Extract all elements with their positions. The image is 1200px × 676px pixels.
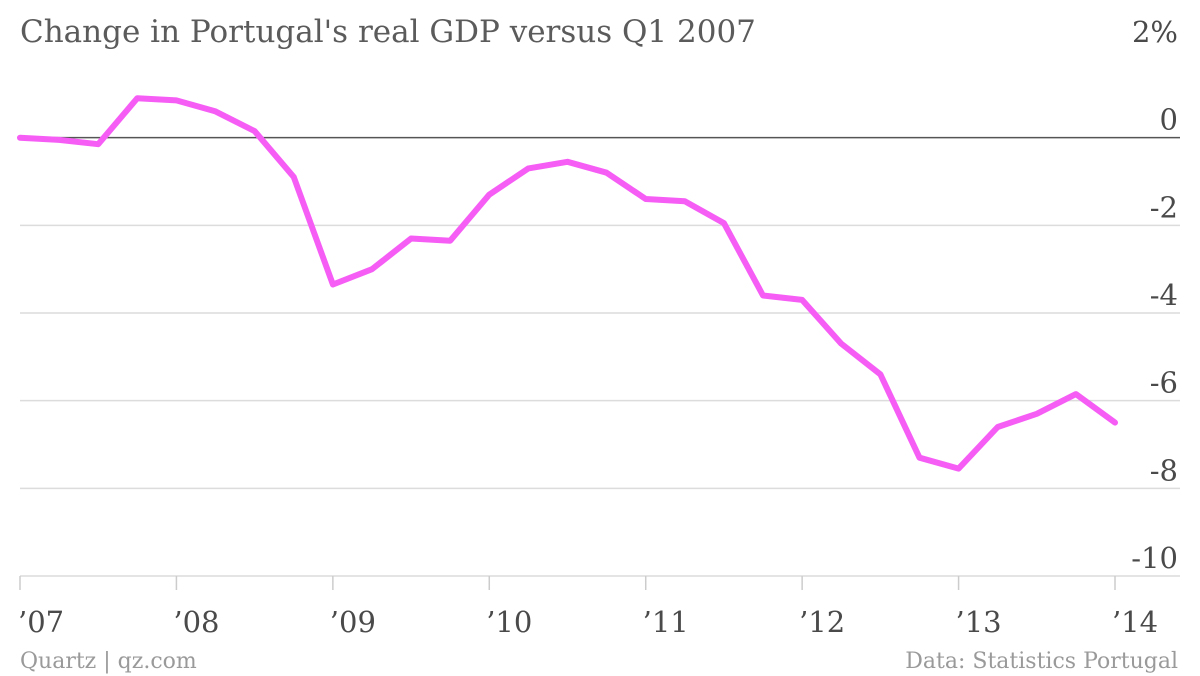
y-tick-label: -2 — [1150, 190, 1178, 224]
series-layer — [17, 95, 1118, 472]
grid-layer — [20, 136, 1180, 577]
x-axis-ticks: ’07 ’08 ’09 ’10 ’11 ’12 ’13 ’14 — [18, 576, 1158, 639]
x-tick-label: ’14 — [1112, 605, 1158, 639]
y-tick-label: -4 — [1150, 278, 1178, 312]
y-tick-label: -6 — [1150, 366, 1178, 400]
y-tick-label: 2% — [1132, 15, 1178, 49]
credit-text: Quartz | qz.com — [20, 649, 197, 674]
series-line — [17, 95, 1118, 472]
chart-title: Change in Portugal's real GDP versus Q1 … — [20, 14, 756, 50]
y-axis-ticks: 2% 0 -2 -4 -6 -8 -10 — [1131, 15, 1178, 575]
source-text: Data: Statistics Portugal — [905, 649, 1178, 674]
x-tick-label: ’09 — [330, 605, 376, 639]
x-tick-label: ’08 — [173, 605, 219, 639]
x-tick-label: ’13 — [956, 605, 1002, 639]
x-tick-label: ’11 — [643, 605, 689, 639]
y-tick-label: -8 — [1150, 453, 1178, 487]
y-tick-label: 0 — [1160, 103, 1178, 137]
x-tick-label: ’12 — [799, 605, 845, 639]
x-tick-label: ’07 — [18, 605, 64, 639]
y-tick-label: -10 — [1131, 541, 1178, 575]
x-tick-label: ’10 — [486, 605, 532, 639]
